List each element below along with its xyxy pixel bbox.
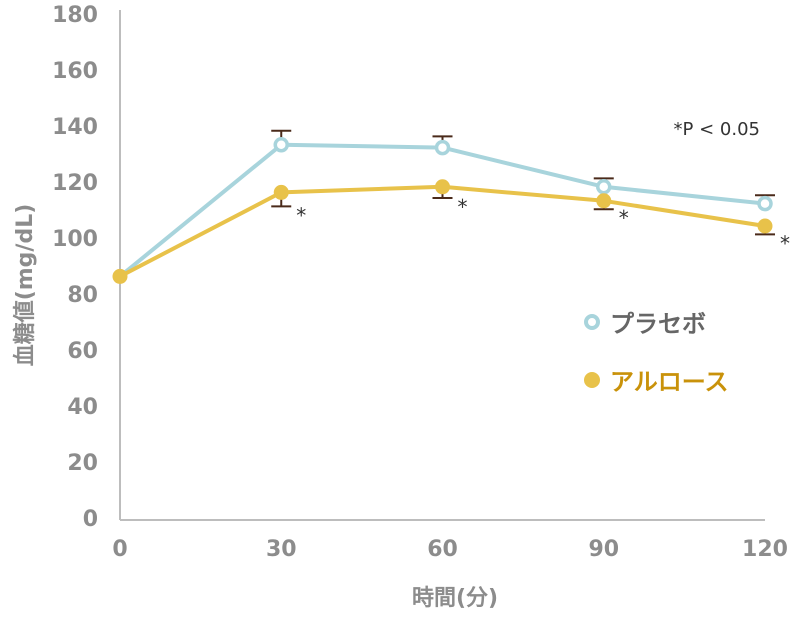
y-tick-label: 60 (67, 339, 98, 364)
significance-star: * (619, 206, 629, 230)
x-tick-labels: 0 30 60 90 120 (112, 537, 788, 562)
data-point-placebo (434, 139, 451, 156)
data-point-placebo (757, 195, 773, 212)
series-lines (118, 142, 766, 279)
legend-marker-placebo (584, 314, 600, 330)
legend-label-placebo: プラセボ (610, 310, 706, 338)
significance-star: * (458, 195, 468, 219)
significance-star: * (780, 231, 790, 255)
x-tick-label: 0 (112, 537, 127, 562)
legend-label-allulose: アルロース (610, 368, 729, 396)
data-point-allulose (757, 218, 773, 234)
y-tick-label: 100 (52, 227, 98, 252)
y-tick-label: 120 (52, 171, 98, 196)
y-tick-label: 0 (83, 507, 98, 532)
legend-marker-allulose (584, 372, 600, 388)
data-point-allulose (596, 193, 612, 209)
y-tick-labels: 0 20 40 60 80 100 120 140 160 180 (52, 3, 98, 532)
legend: プラセボ アルロース (584, 310, 729, 396)
y-tick-label: 160 (52, 59, 98, 84)
y-axis-title: 血糖値(mg/dL) (12, 204, 38, 367)
legend-item-placebo: プラセボ (584, 310, 706, 338)
data-point-placebo (596, 179, 612, 195)
data-point-allulose (112, 268, 128, 284)
data-point-allulose (273, 184, 289, 200)
data-point-placebo (273, 137, 289, 153)
x-tick-label: 120 (742, 537, 788, 562)
x-tick-label: 60 (427, 537, 458, 562)
y-tick-label: 140 (52, 115, 98, 140)
y-tick-label: 20 (67, 451, 98, 476)
y-tick-label: 180 (52, 3, 98, 28)
significance-star: * (296, 203, 306, 227)
legend-item-allulose: アルロース (584, 368, 729, 396)
axes (119, 10, 765, 521)
x-axis-title: 時間(分) (412, 586, 498, 611)
significance-markers: * * * * (296, 195, 790, 255)
y-tick-label: 40 (67, 395, 98, 420)
x-tick-label: 90 (588, 537, 619, 562)
data-points (112, 137, 773, 284)
y-tick-label: 80 (67, 283, 98, 308)
significance-note: *P < 0.05 (674, 119, 760, 140)
data-point-allulose (435, 179, 450, 195)
x-tick-label: 30 (266, 537, 297, 562)
series-line-allulose (119, 184, 766, 279)
